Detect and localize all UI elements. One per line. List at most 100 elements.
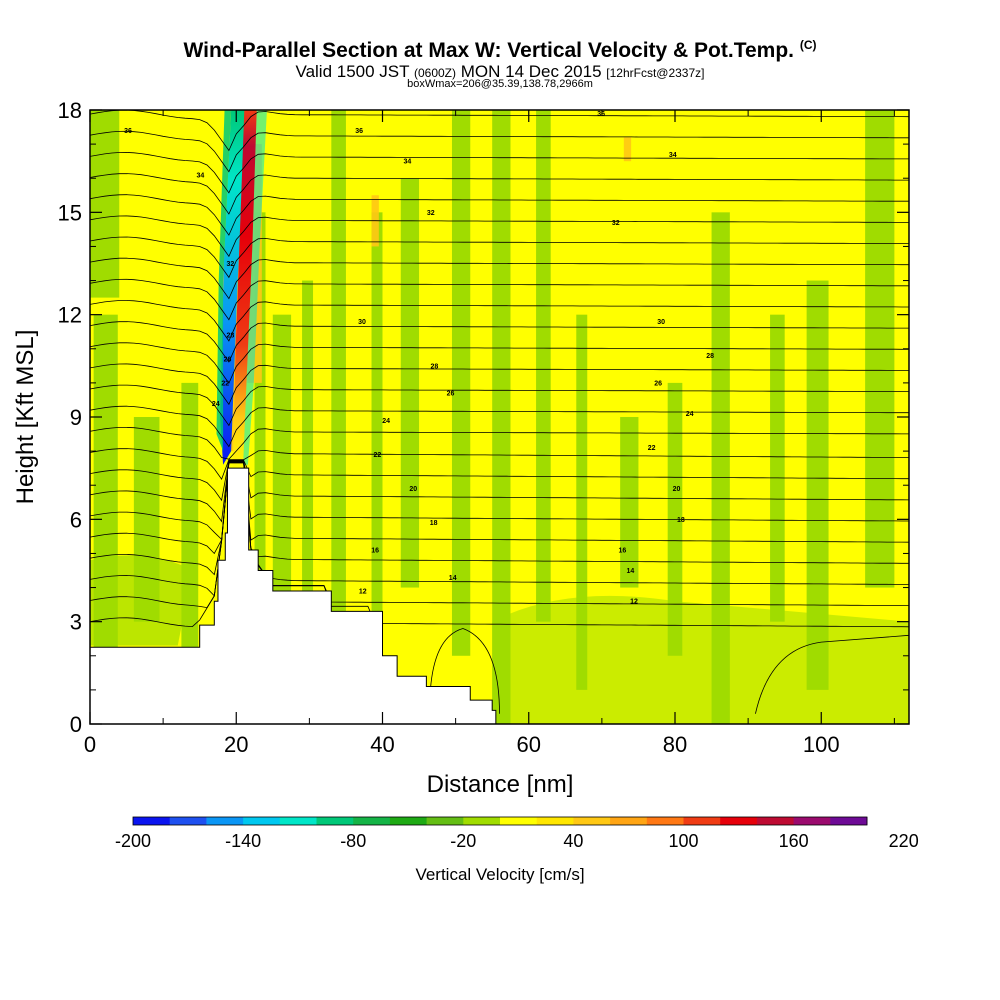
colorbar-swatch — [243, 817, 281, 825]
chart-title: Wind-Parallel Section at Max W: Vertical… — [183, 38, 817, 62]
updraft-plume — [232, 110, 257, 472]
colorbar-swatch — [830, 817, 868, 825]
contour-label: 24 — [382, 418, 390, 425]
theta-contour — [429, 628, 500, 724]
plot-background: 36 36 36 34 34 34 32 32 30 30 28 28 26 26 24 24 24 22 22 20… — [90, 110, 909, 724]
theta-contour — [90, 300, 909, 342]
colorbar-swatch — [536, 817, 574, 825]
y-tick-label: 9 — [70, 405, 82, 430]
colorbar-swatch — [426, 817, 464, 825]
theta-contour — [90, 448, 909, 480]
velocity-band — [331, 110, 346, 622]
colorbar-swatch — [169, 817, 207, 825]
theta-contour — [90, 151, 909, 194]
contour-label: 36 — [355, 128, 363, 135]
y-tick-label: 0 — [70, 712, 82, 737]
y-axis-title: Height [Kft MSL] — [12, 330, 39, 505]
velocity-band — [576, 314, 588, 690]
colorbar-swatch — [573, 817, 611, 825]
contour-label: 22 — [373, 452, 381, 459]
contour-label: 28 — [431, 363, 439, 370]
velocity-band — [181, 382, 199, 690]
velocity-band — [536, 110, 551, 622]
contour-label: 28 — [706, 353, 714, 360]
contour-label: 28 — [227, 333, 235, 340]
colorbar-swatch — [720, 817, 758, 825]
theta-contour — [90, 321, 909, 363]
velocity-band — [620, 417, 639, 588]
contour-label: 14 — [449, 575, 457, 582]
velocity-band — [400, 178, 420, 588]
velocity-band — [254, 212, 266, 588]
velocity-region — [492, 595, 909, 724]
theta-contour — [90, 130, 909, 173]
theta-contour — [90, 194, 909, 236]
velocity-band — [770, 314, 785, 622]
x-tick-label: 60 — [517, 732, 541, 757]
velocity-band — [371, 212, 383, 690]
velocity-band — [711, 212, 730, 724]
velocity-band — [302, 280, 314, 724]
theta-contour — [90, 257, 909, 300]
colorbar-swatch — [206, 817, 244, 825]
downdraft-edge — [216, 110, 232, 452]
colorbar-label: -20 — [450, 831, 476, 851]
contour-labels: 36 36 36 34 34 34 32 32 30 30 28 28 26 26 24 24 24 22 22 20… — [124, 111, 714, 606]
contour-label: 18 — [430, 520, 438, 527]
contour-label: 16 — [618, 548, 626, 555]
colorbar-label: 40 — [563, 831, 583, 851]
theta-contour — [90, 459, 909, 502]
colorbar-swatch — [353, 817, 391, 825]
contour-label: 26 — [224, 357, 232, 364]
colorbar-swatch — [463, 817, 501, 825]
contour-label: 12 — [630, 599, 638, 606]
contour-label: 30 — [657, 319, 665, 326]
terrain — [90, 467, 497, 724]
theta-contour — [90, 460, 909, 523]
contour-label: 26 — [654, 380, 662, 387]
colorbar-swatch — [756, 817, 795, 825]
contour-label: 34 — [669, 152, 677, 159]
contour-label: 34 — [197, 172, 205, 179]
colorbar-swatch — [683, 817, 721, 825]
chart-subtitle-2: boxWmax=206@35.39,138.78,2966m — [407, 78, 593, 90]
potential-temperature-contours — [90, 110, 909, 724]
contour-label: 24 — [686, 411, 694, 418]
x-tick-label: 80 — [663, 732, 687, 757]
contour-label: 34 — [403, 159, 411, 166]
colorbar-label: -200 — [115, 831, 151, 851]
colorbar-label: 100 — [668, 831, 698, 851]
velocity-band — [272, 314, 292, 656]
contour-label: 18 — [677, 517, 685, 524]
y-tick-label: 12 — [58, 303, 82, 328]
colorbar-label: -140 — [225, 831, 261, 851]
y-tick-label: 18 — [58, 98, 82, 123]
velocity-patch — [623, 137, 632, 162]
theta-contour — [90, 110, 909, 152]
contour-label: 36 — [597, 111, 605, 118]
velocity-band — [806, 280, 829, 690]
contour-label: 36 — [124, 128, 132, 135]
contour-label: 26 — [447, 391, 455, 398]
contour-label: 32 — [612, 220, 620, 227]
velocity-band — [865, 110, 895, 588]
x-tick-label: 0 — [84, 732, 96, 757]
colorbar-label: 160 — [779, 831, 809, 851]
theta-contour — [90, 342, 909, 385]
theta-contour — [755, 634, 909, 714]
contour-label: 24 — [212, 401, 220, 408]
colorbar-swatch — [279, 817, 317, 825]
theta-contour — [90, 426, 909, 460]
theta-contour — [90, 215, 909, 258]
contour-label: 14 — [626, 568, 634, 575]
colorbar-label: -80 — [340, 831, 366, 851]
colorbar-swatch — [793, 817, 831, 825]
x-axis-title: Distance [nm] — [427, 771, 574, 798]
colorbar-swatch — [316, 817, 354, 825]
y-tick-label: 6 — [70, 507, 82, 532]
y-tick-label: 3 — [70, 610, 82, 635]
velocity-band — [451, 110, 471, 656]
contour-label: 22 — [648, 445, 656, 452]
